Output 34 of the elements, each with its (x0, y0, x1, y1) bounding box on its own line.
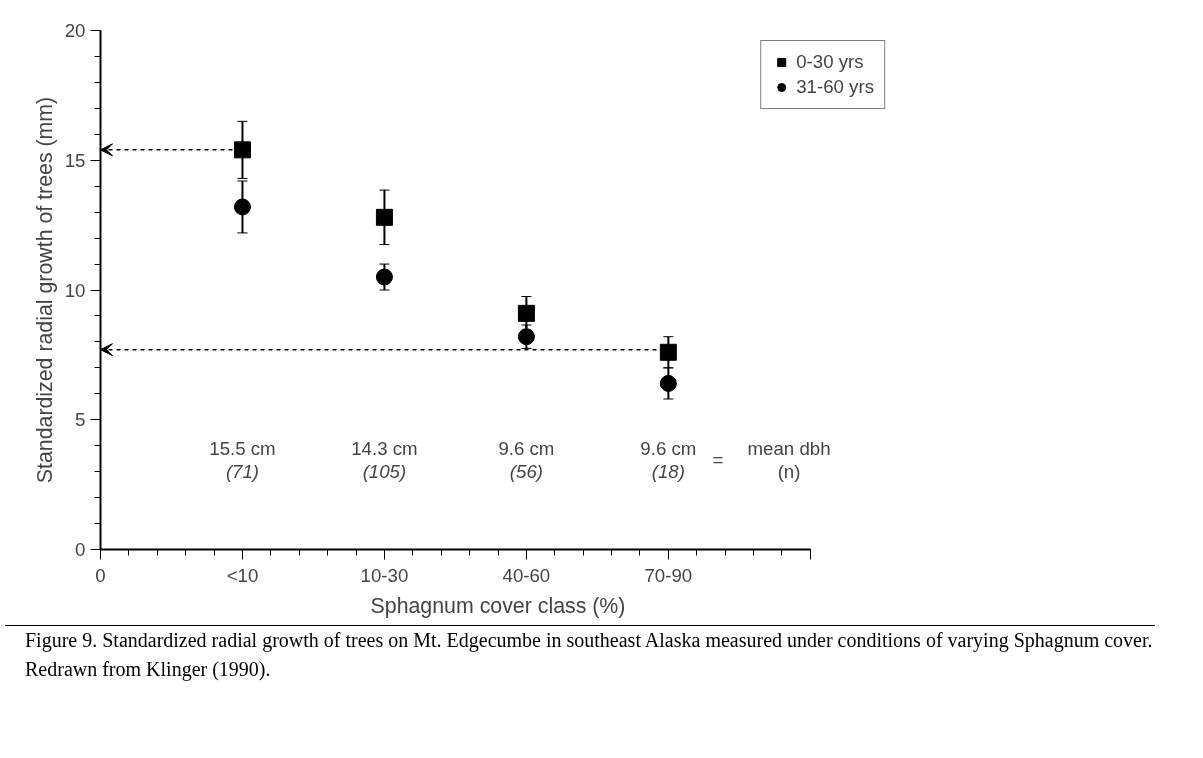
point (233, 198, 251, 216)
y-tick-label: 15 (64, 149, 86, 171)
x-tick-label: <10 (226, 564, 259, 586)
annotation: 9.6 cm (640, 437, 697, 459)
annotation: 14.3 cm (351, 437, 418, 459)
caption: Figure 9. Standardized radial growth of trees on Mt. Edgecumbe in southeast Alaska measured under conditions of varying Sphagnum cover. Redrawn from Klinger (1990). (25, 628, 1154, 683)
legend-label: 31-60 yrs (796, 76, 874, 98)
y-axis-title: Standardized radial growth of trees (mm) (32, 96, 57, 484)
y-tick-label: 20 (64, 20, 86, 41)
annotation: 15.5 cm (209, 437, 276, 459)
x-axis-title: Sphagnum cover class (%) (370, 593, 626, 618)
point (517, 304, 535, 322)
point (659, 343, 677, 361)
x-tick-label: 10-30 (360, 564, 409, 586)
y-tick-label: 0 (75, 539, 86, 560)
annotation: (71) (225, 461, 260, 483)
annotation: (18) (651, 461, 685, 483)
annotation: = (712, 449, 724, 471)
legend-label: 0-30 yrs (796, 51, 864, 73)
x-tick-label: 0 (95, 564, 106, 586)
annotation: 9.6 cm (498, 437, 555, 459)
x-tick-label: 40-60 (502, 564, 551, 586)
y-tick-label: 5 (75, 409, 86, 431)
annotation: (n) (777, 461, 801, 483)
annotation: (105) (362, 461, 407, 483)
point (233, 141, 251, 159)
x-tick-label: 70-90 (644, 564, 693, 586)
annotation: mean dbh (747, 437, 831, 459)
point (375, 208, 393, 226)
point (659, 374, 677, 392)
point (517, 328, 535, 346)
y-tick-label: 10 (64, 279, 86, 301)
annotation: (56) (509, 461, 543, 483)
point (375, 268, 393, 286)
